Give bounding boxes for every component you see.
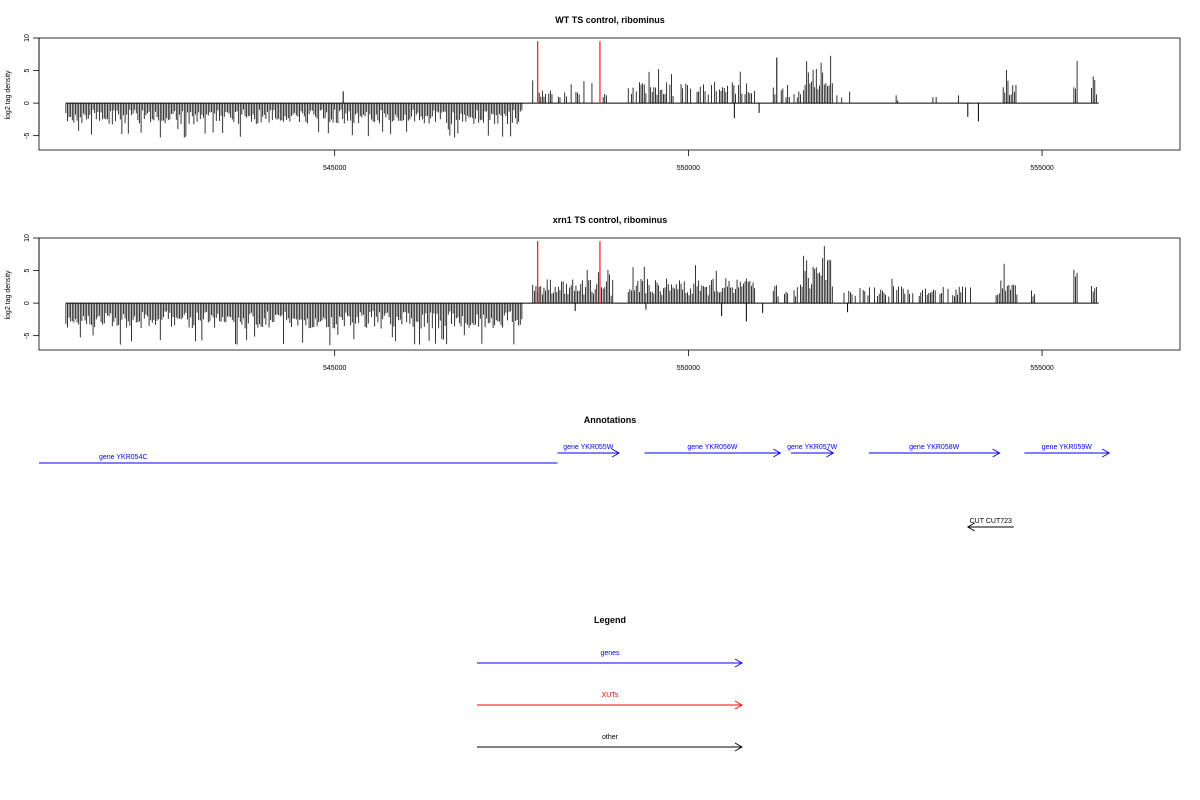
arrow-right-icon bbox=[826, 448, 835, 458]
x-tick-label: 545000 bbox=[323, 165, 346, 172]
x-tick-label: 550000 bbox=[677, 165, 700, 172]
y-tick-label: 10 bbox=[24, 34, 31, 42]
arrow-right-icon bbox=[734, 742, 743, 752]
y-tick-label: 5 bbox=[24, 69, 31, 73]
x-tick-label: 555000 bbox=[1030, 165, 1053, 172]
annotation-feature: CUT CUT723 bbox=[966, 518, 1014, 532]
annotation-feature: gene YKR056W bbox=[644, 444, 782, 458]
legend-title: Legend bbox=[594, 615, 626, 625]
arrow-right-icon bbox=[992, 448, 1001, 458]
legend-item-gene: genes bbox=[477, 650, 743, 668]
legend-label: genes bbox=[600, 650, 620, 657]
y-tick-label: 0 bbox=[24, 101, 31, 105]
arrow-right-icon bbox=[734, 658, 743, 668]
legend: Legend genes XUTs other bbox=[477, 615, 743, 752]
annotation-feature: gene YKR059W bbox=[1024, 444, 1111, 458]
annotation-label: gene YKR057W bbox=[787, 444, 837, 451]
panel-xrn1-title: xrn1 TS control, ribominus bbox=[553, 215, 668, 225]
legend-items: genes XUTs other bbox=[477, 650, 743, 752]
legend-label: other bbox=[602, 734, 619, 741]
panel-xrn1-x-axis: 545000 550000 555000 bbox=[323, 350, 1054, 372]
annotation-feature: gene YKR057W bbox=[787, 444, 838, 458]
x-tick-label: 545000 bbox=[323, 365, 346, 372]
annotation-feature: gene YKR055W bbox=[557, 444, 620, 458]
legend-item-other: other bbox=[477, 734, 743, 752]
x-tick-label: 555000 bbox=[1030, 365, 1053, 372]
y-tick-label: 10 bbox=[24, 234, 31, 242]
annotation-label: gene YKR055W bbox=[563, 444, 613, 451]
annotation-label: gene YKR056W bbox=[687, 444, 737, 451]
annotation-label: gene YKR058W bbox=[909, 444, 959, 451]
annotation-label: gene YKR059W bbox=[1042, 444, 1092, 451]
annotation-feature: gene YKR058W bbox=[868, 444, 1001, 458]
panel-wt-plot-frame bbox=[38, 37, 1181, 151]
arrow-right-icon bbox=[734, 700, 743, 710]
panel-wt-bars bbox=[65, 55, 1099, 138]
panel-wt-ylabel: log2 tag density bbox=[5, 70, 12, 120]
arrow-right-icon bbox=[773, 448, 782, 458]
panel-wt-x-axis: 545000 550000 555000 bbox=[323, 150, 1054, 172]
annotation-items: gene YKR054C gene YKR055W gene YKR056W gene… bbox=[39, 444, 1111, 532]
x-tick-label: 550000 bbox=[677, 365, 700, 372]
panel-xrn1-bars bbox=[65, 246, 1099, 346]
annotation-label: CUT CUT723 bbox=[970, 518, 1012, 525]
panel-xrn1-y-axis: 10 5 0 -5 bbox=[24, 234, 40, 339]
y-tick-label: -5 bbox=[24, 332, 31, 338]
panel-xrn1: xrn1 TS control, ribominus log2 tag dens… bbox=[5, 215, 1181, 372]
annotations-title: Annotations bbox=[584, 415, 637, 425]
panel-wt-xut-markers bbox=[537, 41, 601, 104]
y-tick-label: 5 bbox=[24, 269, 31, 273]
legend-label: XUTs bbox=[602, 692, 619, 699]
arrow-right-icon bbox=[1102, 448, 1111, 458]
panel-xrn1-ylabel: log2 tag density bbox=[5, 270, 12, 320]
y-tick-label: -5 bbox=[24, 132, 31, 138]
panel-wt-title: WT TS control, ribominus bbox=[555, 15, 665, 25]
annotation-label: gene YKR054C bbox=[99, 454, 148, 461]
panel-xrn1-xut-markers bbox=[537, 241, 601, 304]
y-tick-label: 0 bbox=[24, 301, 31, 305]
arrow-left-icon bbox=[966, 522, 976, 532]
legend-item-xut: XUTs bbox=[477, 692, 743, 710]
annotation-feature: gene YKR054C bbox=[39, 454, 558, 464]
arrow-right-icon bbox=[611, 448, 620, 458]
panel-wt-y-axis: 10 5 0 -5 bbox=[24, 34, 40, 139]
panel-wt: WT TS control, ribominus log2 tag densit… bbox=[5, 15, 1181, 172]
